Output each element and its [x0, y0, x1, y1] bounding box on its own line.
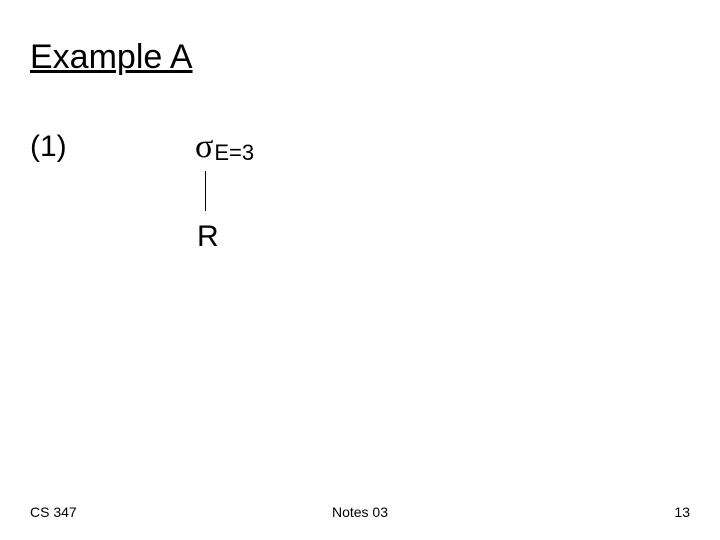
- sigma-symbol: σ: [195, 128, 213, 165]
- relation-leaf: R: [197, 220, 219, 254]
- tree-connector: [205, 171, 206, 211]
- selection-predicate: E=3: [214, 140, 254, 165]
- footer-page-number: 13: [674, 504, 690, 520]
- footer-notes: Notes 03: [0, 504, 720, 520]
- example-number: (1): [30, 130, 67, 164]
- slide-title: Example A: [30, 38, 193, 77]
- selection-operator: σE=3: [195, 128, 254, 166]
